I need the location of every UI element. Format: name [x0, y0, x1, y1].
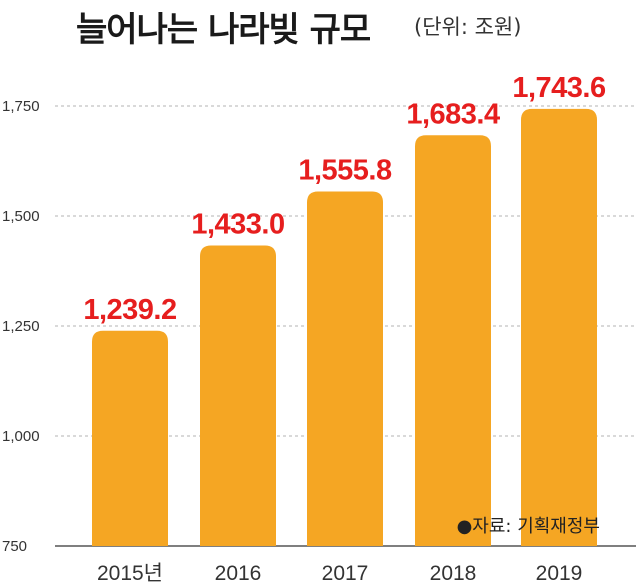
bar-2015년 — [92, 330, 168, 546]
bar-2019 — [521, 108, 597, 546]
bar-2016 — [200, 245, 276, 547]
unit-label: (단위: 조원) — [414, 15, 522, 39]
x-tick-label: 2016 — [215, 562, 262, 585]
x-tick-label: 2017 — [322, 562, 369, 585]
y-tick-label: 1,750 — [2, 98, 40, 115]
bar-2018 — [415, 135, 491, 546]
bar-2017 — [307, 191, 383, 546]
source-note: ●자료: 기획재정부 — [456, 516, 600, 537]
x-tick-label: 2019 — [536, 562, 583, 585]
chart-title: 늘어나는 나라빚 규모 — [76, 10, 371, 50]
y-tick-label: 1,250 — [2, 318, 40, 335]
value-label: 1,239.2 — [83, 294, 176, 326]
y-tick-label: 750 — [2, 538, 27, 555]
x-tick-label: 2015년 — [97, 562, 163, 585]
value-label: 1,743.6 — [512, 72, 606, 104]
y-tick-label: 1,000 — [2, 428, 40, 445]
x-tick-label: 2018 — [430, 562, 477, 585]
value-label: 1,683.4 — [406, 98, 500, 130]
value-label: 1,555.8 — [298, 154, 392, 186]
value-label: 1,433.0 — [191, 208, 284, 240]
y-tick-label: 1,500 — [2, 208, 40, 225]
